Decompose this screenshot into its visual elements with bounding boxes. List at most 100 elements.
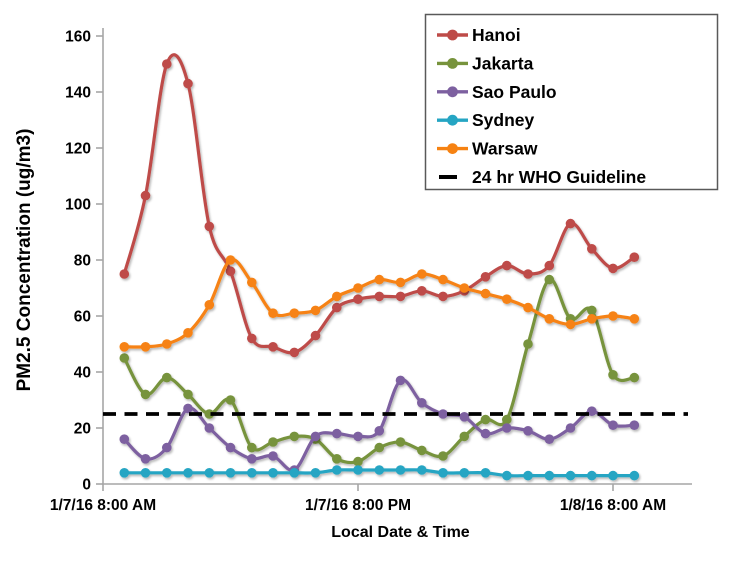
data-point-marker: [587, 406, 597, 417]
data-point-marker: [119, 353, 130, 363]
data-point-marker: [417, 465, 427, 475]
x-tick-label: 1/7/16 8:00 AM: [50, 497, 156, 514]
data-point-marker: [459, 431, 470, 442]
y-axis-title: PM2.5 Concentration (ug/m3): [14, 129, 35, 392]
data-point-marker: [417, 269, 427, 279]
data-point-marker: [480, 468, 491, 478]
data-point-marker: [268, 468, 278, 478]
data-point-marker: [587, 244, 597, 254]
data-point-marker: [608, 311, 618, 321]
data-point-marker: [587, 314, 597, 324]
data-point-marker: [565, 218, 576, 229]
series-hanoi: [119, 53, 640, 358]
data-point-marker: [523, 470, 533, 481]
data-point-marker: [523, 339, 533, 349]
data-point-marker: [438, 409, 448, 419]
data-point-marker: [374, 291, 385, 302]
data-point-marker: [162, 468, 172, 478]
data-point-marker: [140, 190, 151, 201]
data-point-marker: [608, 263, 618, 274]
data-point-marker: [353, 431, 363, 442]
y-tick-label: 0: [82, 477, 91, 494]
data-point-marker: [395, 277, 406, 288]
data-point-marker: [374, 274, 385, 285]
data-point-marker: [119, 468, 130, 478]
series-jakarta: [119, 274, 640, 467]
legend-item-warsaw: Warsaw: [437, 139, 538, 159]
data-point-marker: [247, 454, 257, 464]
legend-marker: [447, 86, 458, 98]
data-point-marker: [332, 302, 342, 313]
data-point-marker: [162, 442, 172, 453]
series-sydney: [119, 465, 640, 481]
legend-marker: [447, 58, 458, 69]
data-point-marker: [289, 308, 300, 319]
x-axis-title: Local Date & Time: [331, 524, 470, 541]
data-point-marker: [438, 274, 448, 285]
data-point-marker: [268, 308, 278, 319]
data-point-marker: [608, 420, 618, 431]
legend-item-jakarta: Jakarta: [437, 53, 534, 73]
legend-label: Jakarta: [472, 53, 534, 73]
data-point-marker: [502, 260, 512, 271]
data-point-marker: [523, 426, 533, 436]
x-tick-label: 1/8/16 8:00 AM: [560, 497, 666, 514]
data-point-marker: [225, 442, 236, 453]
y-tick-label: 20: [74, 421, 91, 438]
data-point-marker: [119, 434, 130, 445]
y-tick-label: 60: [74, 309, 91, 326]
data-point-marker: [140, 389, 151, 400]
data-point-marker: [587, 470, 597, 481]
data-point-marker: [162, 59, 172, 69]
data-point-marker: [310, 330, 321, 341]
legend: Hanoi Jakarta Sao Paulo Sydney Warsaw 24 hr W…: [424, 13, 719, 191]
data-point-marker: [417, 445, 427, 456]
data-point-marker: [247, 468, 257, 478]
data-point-marker: [268, 451, 278, 461]
data-point-marker: [353, 283, 363, 293]
y-tick-label: 80: [74, 253, 91, 270]
data-point-marker: [183, 403, 193, 414]
data-point-marker: [204, 221, 215, 232]
legend-item-sao-paulo: Sao Paulo: [437, 82, 557, 102]
data-point-marker: [374, 426, 385, 436]
data-point-marker: [438, 291, 448, 302]
data-point-marker: [629, 420, 640, 431]
data-point-marker: [332, 454, 342, 464]
data-point-marker: [225, 255, 236, 265]
data-point-marker: [459, 283, 470, 293]
data-point-marker: [629, 314, 640, 324]
legend-marker: [447, 114, 458, 126]
data-point-marker: [395, 291, 406, 302]
data-point-marker: [204, 300, 215, 310]
data-point-marker: [480, 288, 491, 299]
data-point-marker: [395, 375, 406, 386]
data-point-marker: [332, 465, 342, 475]
series-line: [122, 378, 636, 473]
data-point-marker: [332, 428, 342, 439]
data-point-marker: [204, 409, 215, 419]
data-point-marker: [629, 372, 640, 383]
legend-label: Sao Paulo: [472, 82, 557, 102]
y-tick-label: 140: [65, 85, 91, 102]
y-tick-label: 100: [65, 197, 91, 214]
legend-box: [424, 13, 719, 191]
data-point-marker: [502, 414, 512, 425]
data-point-marker: [502, 294, 512, 305]
y-tick-label: 160: [65, 29, 91, 46]
data-point-marker: [523, 302, 533, 313]
legend-item-who-guideline: 24 hr WHO Guideline: [439, 167, 646, 187]
data-point-marker: [268, 342, 278, 352]
data-point-marker: [353, 294, 363, 305]
y-tick-label: 120: [65, 141, 91, 158]
legend-label: 24 hr WHO Guideline: [472, 167, 646, 187]
data-point-marker: [480, 414, 491, 425]
data-point-marker: [608, 370, 618, 380]
data-point-marker: [565, 423, 576, 433]
series-sao-paulo: [119, 375, 640, 475]
data-point-marker: [608, 470, 618, 481]
data-point-marker: [544, 434, 555, 445]
data-point-marker: [162, 372, 172, 383]
data-point-marker: [119, 269, 130, 279]
data-point-marker: [204, 468, 215, 478]
